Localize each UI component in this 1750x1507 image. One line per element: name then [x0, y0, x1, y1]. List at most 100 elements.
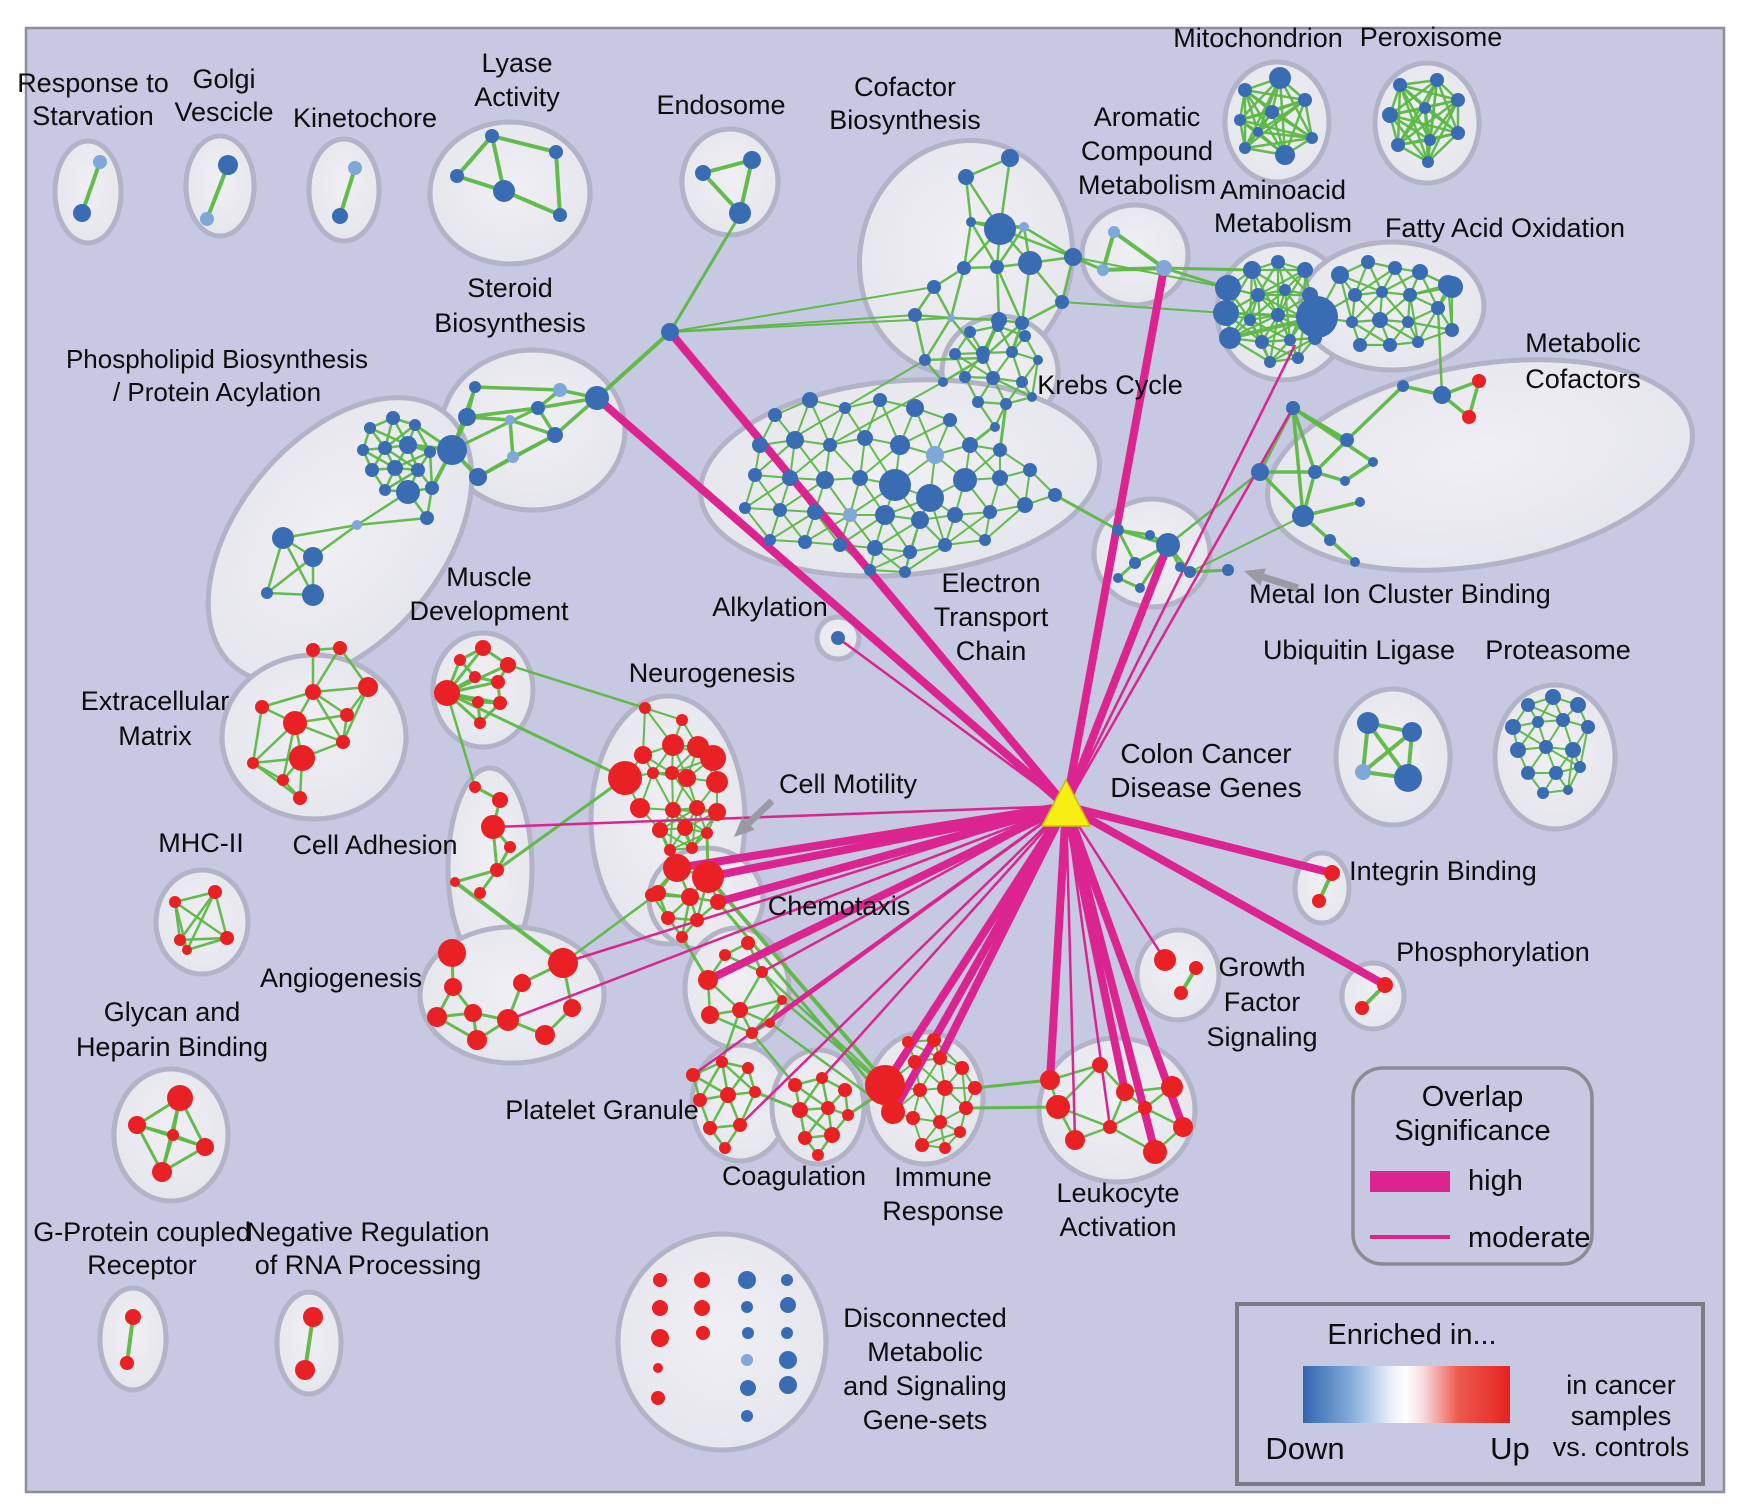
gene-set-node	[1324, 534, 1336, 546]
gene-set-node	[694, 1272, 710, 1288]
gene-set-node	[1368, 457, 1378, 467]
gene-set-node	[548, 948, 578, 978]
gene-set-node	[752, 437, 768, 453]
green-link	[781, 999, 884, 1086]
overlap-edge-moderate	[751, 804, 1067, 1035]
gene-set-node	[634, 746, 652, 764]
gene-set-node	[1372, 312, 1388, 328]
gene-set-node	[120, 1356, 134, 1370]
gene-set-node	[1112, 524, 1124, 536]
legend-overlap-box	[1351, 1066, 1594, 1266]
gene-set-node	[1286, 401, 1300, 415]
label-growth-factor-signaling: Growth	[1218, 952, 1305, 982]
gene-set-node	[1116, 1083, 1134, 1101]
gene-set-node	[306, 643, 320, 657]
gene-set-node	[765, 1018, 775, 1028]
green-edge-mhc-ii	[213, 891, 229, 939]
gene-set-node	[357, 444, 369, 456]
gene-set-node	[563, 999, 581, 1017]
gene-set-node	[857, 430, 873, 446]
gene-set-node	[864, 564, 876, 576]
green-link	[562, 891, 659, 965]
gene-set-node	[1161, 1076, 1183, 1098]
gene-set-node	[1103, 1120, 1117, 1134]
gene-set-node	[706, 771, 728, 793]
gene-set-node	[652, 822, 668, 838]
gene-set-node	[549, 145, 563, 159]
gene-set-node	[972, 396, 984, 408]
gene-set-node	[295, 1360, 315, 1380]
green-link	[507, 663, 646, 710]
gene-set-node	[645, 888, 659, 902]
gene-set-node	[908, 1055, 922, 1069]
gene-set-node	[336, 735, 350, 749]
green-edge-metabolic-cofactors	[1291, 407, 1317, 473]
green-link	[965, 1105, 1059, 1110]
gene-set-node	[1431, 301, 1445, 315]
gene-set-node	[743, 151, 761, 169]
label-metabolic-cofactors: Cofactors	[1525, 364, 1641, 394]
green-link	[1061, 301, 1227, 314]
gene-set-node	[200, 212, 214, 226]
gene-set-node	[653, 1363, 663, 1373]
gene-set-node	[1331, 266, 1349, 284]
gene-set-node	[1000, 398, 1012, 410]
gene-set-node	[908, 308, 922, 322]
gene-set-node	[1215, 275, 1241, 301]
green-edge-electron-transport-chain	[789, 444, 831, 479]
gene-set-node	[283, 711, 307, 735]
gene-set-node	[1243, 261, 1261, 279]
gene-set-node	[255, 700, 269, 714]
label-extracellular-matrix: Extracellular	[81, 686, 230, 716]
gene-set-node	[469, 468, 487, 486]
legend-side-text: in cancer	[1566, 1370, 1676, 1400]
green-edge-mitochondrion	[1244, 136, 1313, 150]
label-chemotaxis: Chemotaxis	[768, 891, 911, 921]
gene-set-node	[208, 885, 222, 899]
gene-set-node	[732, 1002, 748, 1018]
gene-set-node	[1377, 977, 1393, 993]
gene-set-node	[986, 371, 1000, 385]
gene-set-node	[1563, 785, 1573, 795]
green-edge-cofactor-biosynthesis	[995, 266, 1001, 321]
green-edge-peroxisome	[1428, 99, 1460, 141]
gene-set-node	[798, 1131, 812, 1145]
gene-set-node	[879, 469, 911, 501]
overlap-edge-high	[936, 804, 1070, 1060]
gene-set-node	[348, 161, 362, 175]
gene-set-node	[842, 1109, 854, 1121]
gene-set-node	[1350, 557, 1360, 567]
gene-set-node	[220, 931, 234, 945]
gene-set-node	[906, 1111, 920, 1125]
gene-set-node	[1092, 1057, 1108, 1073]
gene-set-node	[493, 696, 507, 710]
gene-set-node	[333, 641, 347, 655]
label-kinetochore: Kinetochore	[293, 103, 437, 133]
gene-set-node	[1574, 761, 1586, 773]
gene-set-node	[434, 680, 460, 706]
green-edge-cofactor-biosynthesis	[949, 267, 966, 319]
gene-set-node	[773, 503, 787, 517]
gene-set-node	[1472, 374, 1486, 388]
gene-set-node	[651, 1391, 665, 1405]
green-edge-cofactor-biosynthesis	[995, 226, 1026, 268]
gene-set-node	[937, 1080, 953, 1096]
label-leukocyte-activation: Leukocyte	[1056, 1178, 1179, 1208]
label-disconnected-gene-sets: and Signaling	[843, 1371, 1007, 1401]
gene-set-node	[927, 280, 941, 294]
gene-set-node	[505, 415, 515, 425]
label-alkylation: Alkylation	[712, 592, 828, 622]
legend-moderate-label: moderate	[1468, 1222, 1591, 1254]
green-edge-krebs-cycle	[992, 377, 1033, 398]
gene-set-node	[976, 346, 990, 360]
gene-set-node	[741, 1354, 753, 1366]
cluster-ellipse-growth-factor-signaling	[1134, 927, 1222, 1023]
legend-up-label: Up	[1490, 1431, 1530, 1466]
green-edge-lyase-activity	[455, 134, 494, 178]
gene-set-node	[1521, 698, 1535, 712]
gene-set-node	[469, 381, 481, 393]
gene-set-node	[984, 213, 1016, 245]
gene-set-node	[247, 757, 259, 769]
gene-set-node	[303, 547, 323, 567]
gene-set-node	[781, 1274, 793, 1286]
